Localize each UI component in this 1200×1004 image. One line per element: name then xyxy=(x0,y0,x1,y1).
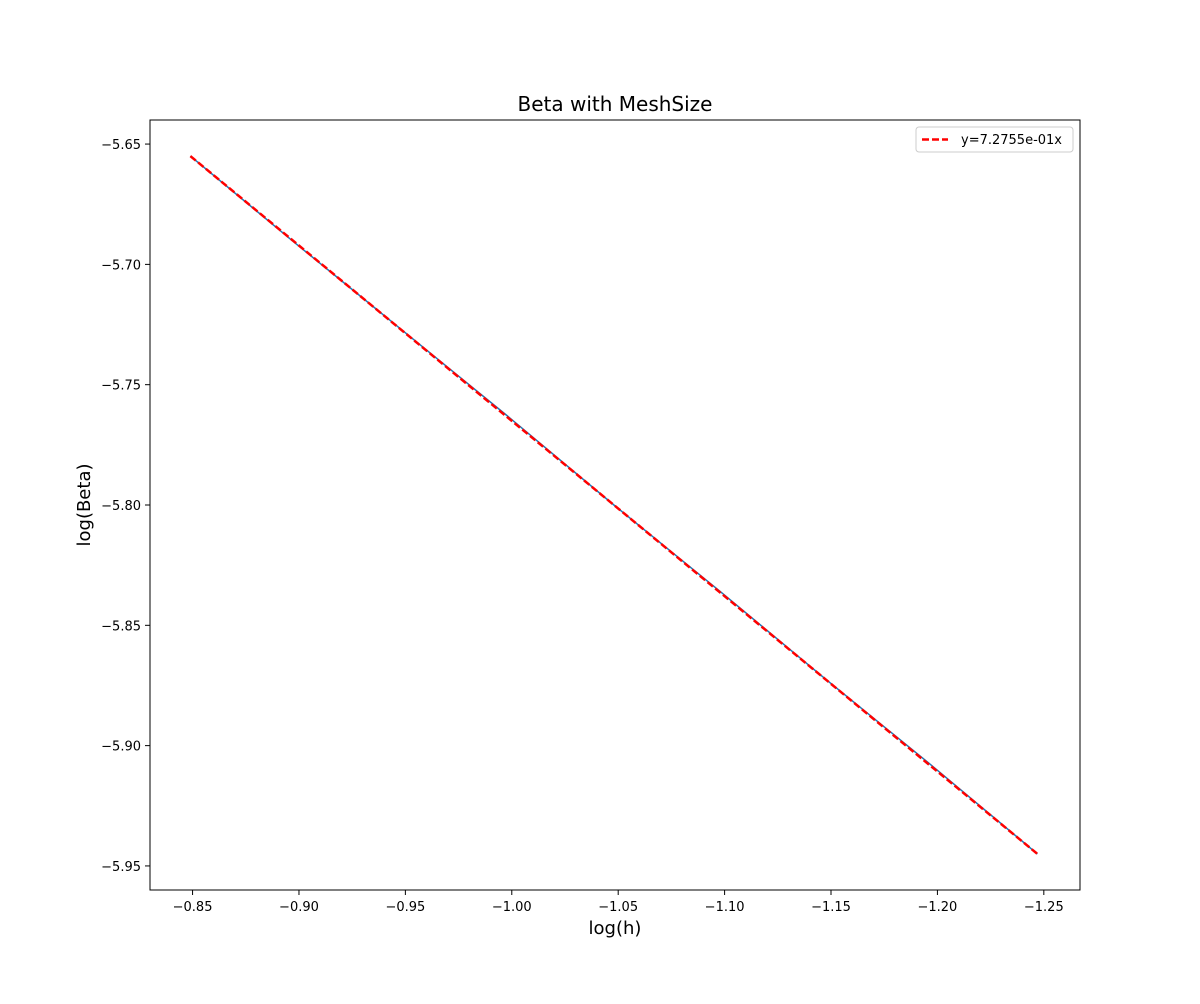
x-tick-label: −1.15 xyxy=(811,900,851,915)
y-tick-label: −5.85 xyxy=(101,619,141,634)
x-axis-label: log(h) xyxy=(589,918,642,939)
legend: y=7.2755e-01x xyxy=(915,126,1074,153)
y-tick-label: −5.80 xyxy=(101,499,141,514)
y-tick-label: −5.90 xyxy=(101,740,141,755)
legend-label: y=7.2755e-01x xyxy=(961,133,1062,148)
x-tick-label: −0.90 xyxy=(279,900,319,915)
y-tick-label: −5.75 xyxy=(101,379,141,394)
x-tick-label: −1.20 xyxy=(917,900,957,915)
legend-box xyxy=(915,126,1074,153)
series-layer xyxy=(189,155,1039,855)
x-tick-label: −1.10 xyxy=(705,900,745,915)
fit-line xyxy=(189,155,1039,855)
y-axis: −5.65 −5.70 −5.75 −5.80 −5.85 −5.90 −5.95 xyxy=(101,138,150,875)
x-tick-label: −0.85 xyxy=(173,900,213,915)
y-tick-label: −5.70 xyxy=(101,258,141,273)
x-tick-label: −1.05 xyxy=(598,900,638,915)
x-tick-label: −1.25 xyxy=(1024,900,1064,915)
y-tick-label: −5.95 xyxy=(101,860,141,875)
chart-title: Beta with MeshSize xyxy=(518,92,713,116)
y-axis-label: log(Beta) xyxy=(74,464,95,547)
x-tick-label: −1.00 xyxy=(492,900,532,915)
x-tick-label: −0.95 xyxy=(385,900,425,915)
x-axis: −0.85 −0.90 −0.95 −1.00 −1.05 −1.10 −1.15 −1.20… xyxy=(173,890,1064,915)
y-tick-label: −5.65 xyxy=(101,138,141,153)
